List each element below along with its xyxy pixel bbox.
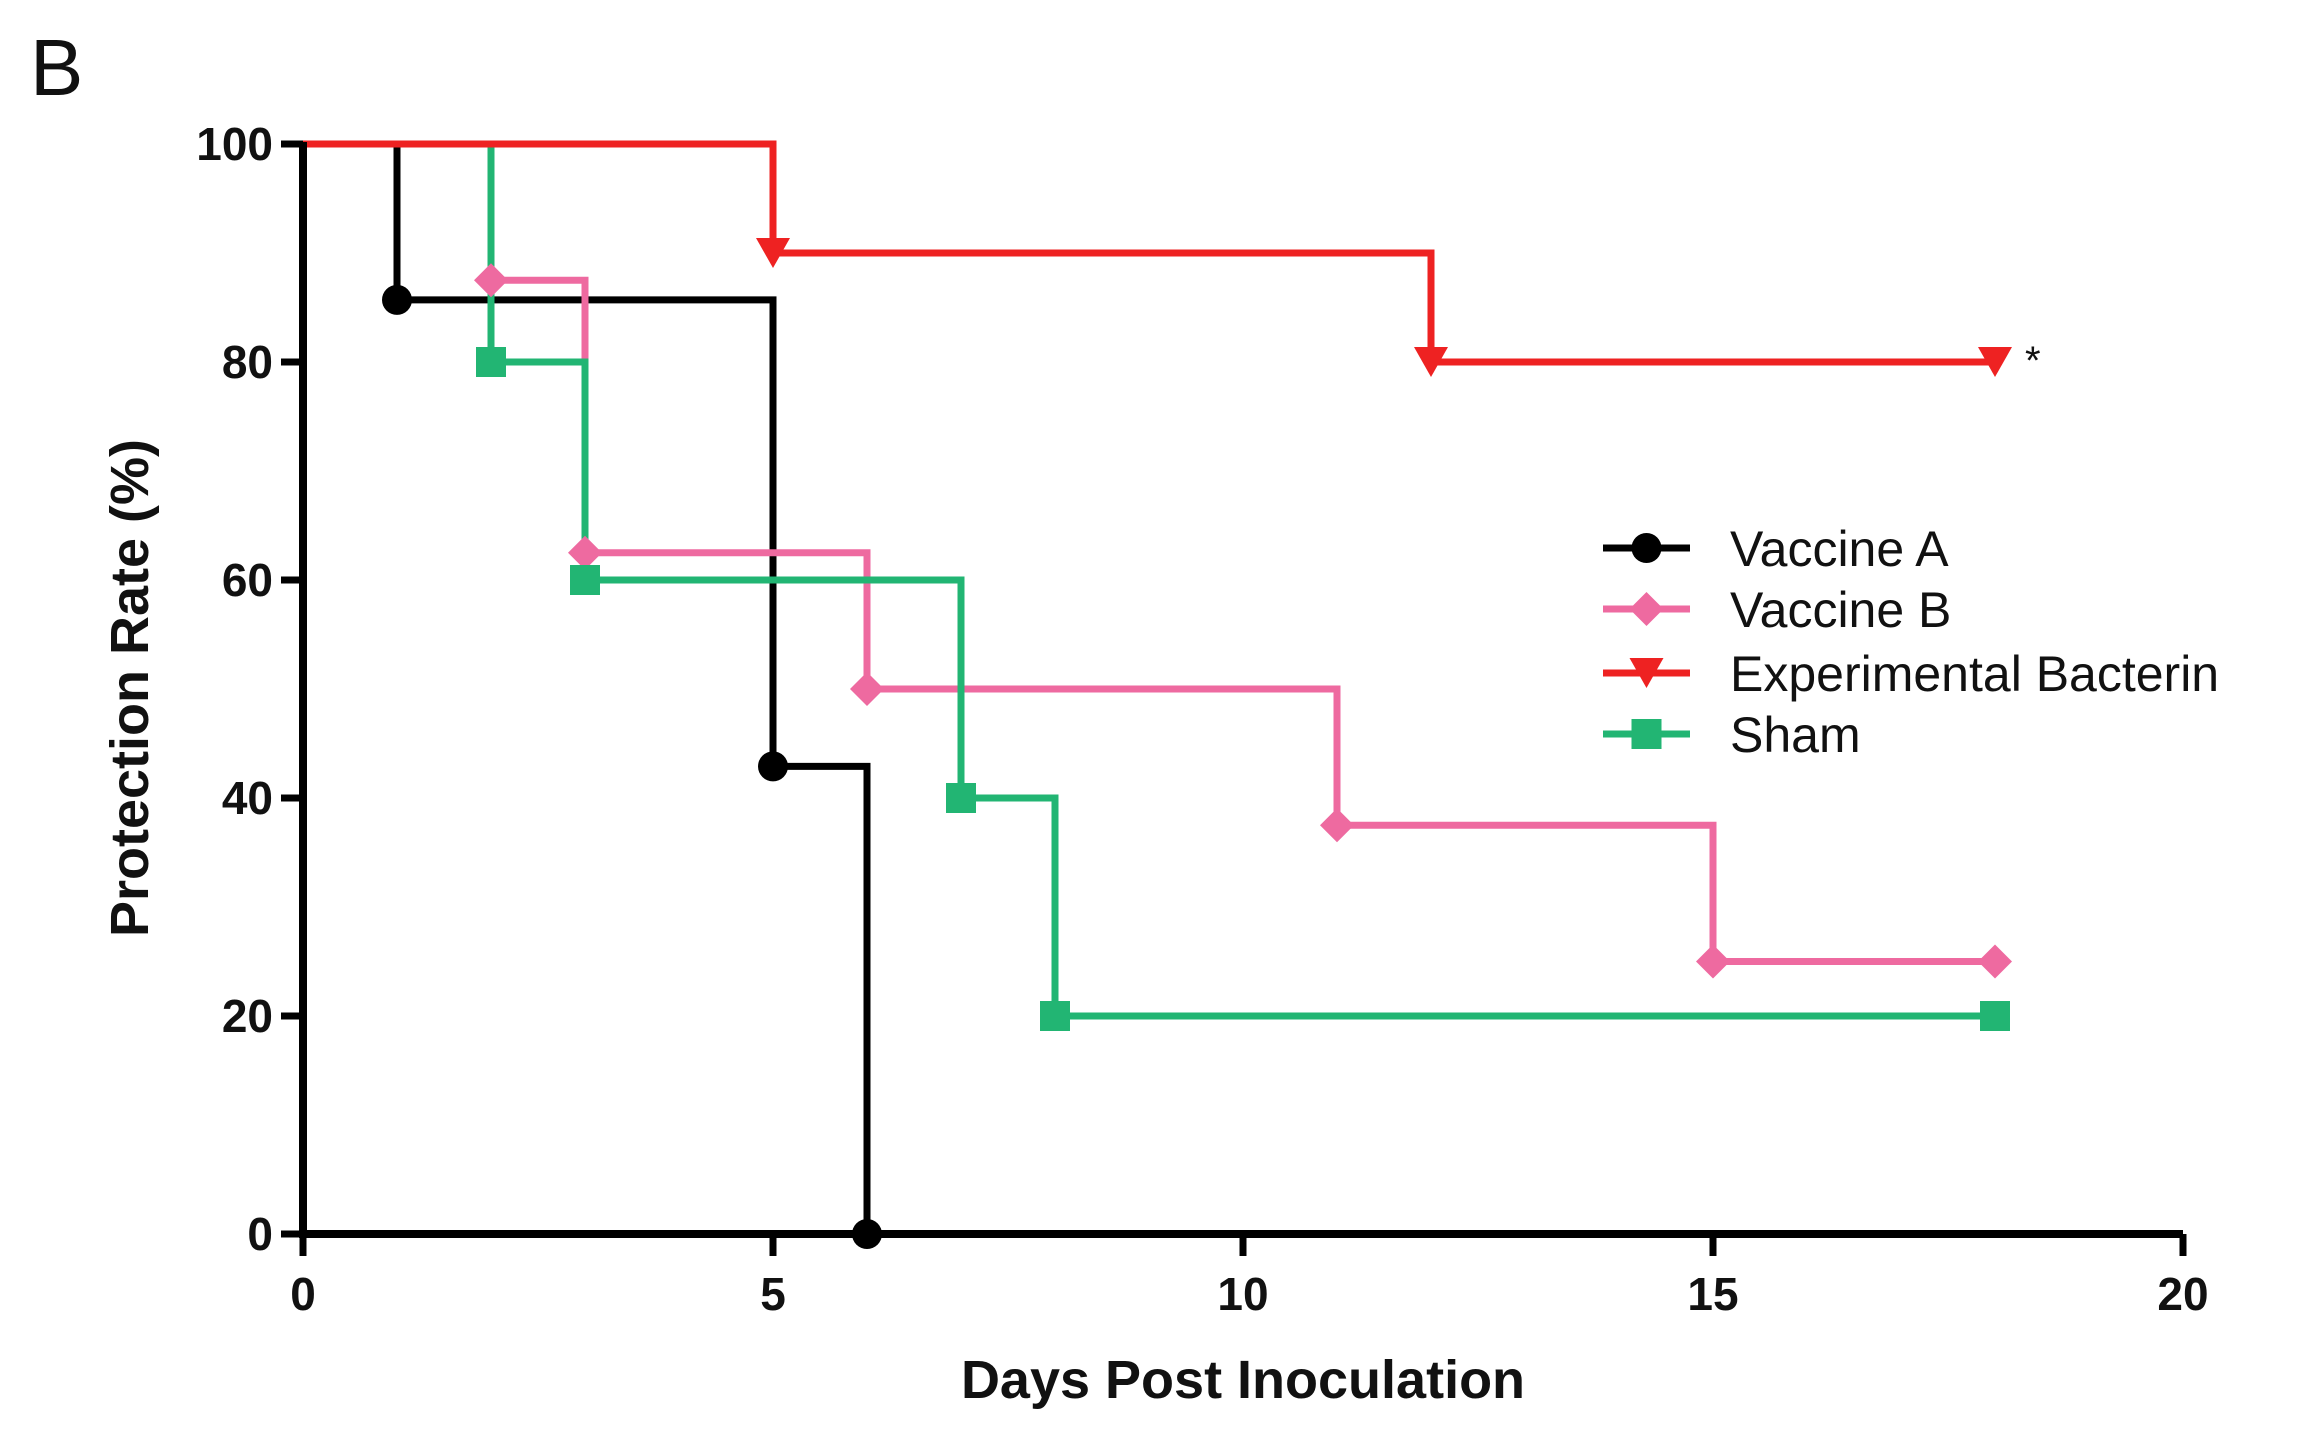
legend-item: Sham bbox=[1603, 707, 1861, 763]
legend-item: Vaccine B bbox=[1603, 582, 1951, 638]
legend-label: Vaccine A bbox=[1730, 521, 1949, 577]
series-curves bbox=[303, 140, 1995, 1234]
data-point-vaccine-b bbox=[1978, 944, 2012, 979]
legend-marker bbox=[1629, 658, 1664, 688]
x-axis-title: Days Post Inoculation bbox=[961, 1350, 1525, 1410]
x-tick-label: 0 bbox=[290, 1268, 316, 1320]
data-point-vaccine-b bbox=[1696, 944, 1730, 979]
data-point-vaccine-b bbox=[850, 672, 884, 706]
data-point-vaccine-b bbox=[474, 263, 508, 298]
data-point-vaccine-b bbox=[1320, 808, 1354, 843]
legend-item: Vaccine A bbox=[1603, 521, 1949, 577]
data-point-vaccine-a bbox=[758, 751, 788, 782]
data-point-sham bbox=[1980, 1001, 2010, 1031]
data-point-sham bbox=[946, 783, 976, 813]
x-tick-label: 15 bbox=[1687, 1268, 1738, 1320]
y-tick-label: 100 bbox=[196, 118, 273, 170]
x-tick-label: 5 bbox=[760, 1268, 786, 1320]
panel-label: B bbox=[30, 23, 83, 112]
annotations: * bbox=[2025, 339, 2041, 383]
x-tick-label: 10 bbox=[1217, 1268, 1268, 1320]
data-point-vaccine-a bbox=[382, 284, 412, 315]
legend-label: Experimental Bacterin bbox=[1730, 646, 2219, 702]
axes: 0 20 40 60 80 100 0 5 10 15 20 bbox=[196, 118, 2208, 1320]
legend-marker bbox=[1631, 533, 1662, 563]
y-tick-label: 20 bbox=[222, 990, 273, 1042]
data-point-vaccine-a bbox=[852, 1219, 882, 1249]
legend-label: Vaccine B bbox=[1730, 582, 1951, 638]
data-point-experimental-bacterin bbox=[1414, 347, 1448, 377]
data-point-sham bbox=[1040, 1001, 1070, 1031]
y-tick-label: 60 bbox=[222, 554, 273, 606]
legend-item: Experimental Bacterin bbox=[1603, 646, 2219, 702]
series-markers bbox=[382, 238, 2012, 1249]
data-point-sham bbox=[570, 565, 600, 595]
legend-marker bbox=[1631, 719, 1662, 749]
series-line-experimental-bacterin bbox=[303, 140, 1995, 366]
y-tick-label: 0 bbox=[247, 1208, 273, 1260]
series-line-sham bbox=[303, 140, 1995, 1020]
y-tick-label: 80 bbox=[222, 336, 273, 388]
y-axis-title: Protection Rate (%) bbox=[100, 439, 160, 937]
data-point-sham bbox=[476, 347, 506, 377]
data-point-experimental-bacterin bbox=[756, 238, 790, 268]
data-point-vaccine-b bbox=[568, 535, 602, 570]
x-tick-label: 20 bbox=[2157, 1268, 2208, 1320]
legend-label: Sham bbox=[1730, 707, 1861, 763]
legend-marker bbox=[1629, 592, 1664, 626]
y-tick-label: 40 bbox=[222, 772, 273, 824]
plot-area: 0 20 40 60 80 100 0 5 10 15 20 * bbox=[196, 118, 2208, 1320]
data-point-experimental-bacterin bbox=[1978, 347, 2012, 377]
significance-asterisk: * bbox=[2025, 339, 2041, 383]
